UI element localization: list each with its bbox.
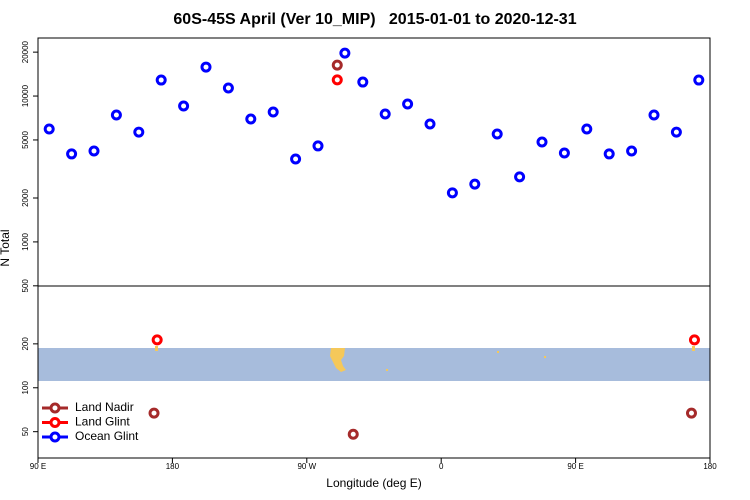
point [402, 98, 414, 110]
plot-frame [37, 37, 711, 459]
point [148, 407, 160, 419]
legend-item: Ocean Glint [42, 429, 139, 443]
point [379, 108, 391, 120]
point [245, 113, 257, 125]
legend-marker [49, 417, 61, 428]
land-shape [330, 348, 346, 372]
point [43, 123, 55, 135]
land-shape [155, 346, 158, 351]
y-tick-label: 200 [21, 337, 30, 351]
point [222, 82, 234, 94]
x-axis-label: Longitude (deg E) [326, 476, 421, 490]
land-shape [544, 356, 546, 358]
land-shape [386, 369, 388, 371]
point [331, 59, 343, 71]
map-band [38, 348, 710, 381]
y-axis-label: N Total [0, 229, 12, 266]
x-tick-label: 180 [703, 462, 717, 471]
point [424, 118, 436, 130]
x-tick-label: 90 W [297, 462, 316, 471]
y-tick-label: 5000 [21, 131, 30, 149]
point [536, 136, 548, 148]
land [155, 346, 695, 372]
point [688, 334, 700, 346]
legend-label: Land Nadir [75, 400, 134, 414]
y-tick-label: 20000 [21, 40, 30, 63]
point [648, 109, 660, 121]
point [469, 178, 481, 190]
legend-marker [49, 431, 61, 443]
y-tick-label: 500 [21, 279, 30, 293]
y-tick-label: 50 [21, 427, 30, 436]
point [133, 126, 145, 138]
point [670, 126, 682, 138]
land-shape [497, 351, 499, 353]
point [693, 74, 705, 86]
chart-title: 60S-45S April (Ver 10_MIP) 2015-01-01 to… [173, 11, 576, 28]
point [603, 148, 615, 160]
point [110, 109, 122, 121]
point [331, 74, 343, 86]
legend-item: Land Nadir [42, 400, 134, 414]
point [155, 74, 167, 86]
x-tick-label: 90 E [30, 462, 46, 471]
x-tick-label: 90 E [567, 462, 583, 471]
point [347, 428, 359, 440]
x-tick-label: 180 [166, 462, 180, 471]
point [151, 334, 163, 346]
y-tick-label: 1000 [21, 232, 30, 250]
point [66, 148, 78, 160]
point [626, 145, 638, 157]
y-tick-label: 10000 [21, 84, 30, 107]
point [581, 123, 593, 135]
point [339, 47, 351, 59]
point [178, 100, 190, 112]
point [514, 171, 526, 183]
x-tick-label: 0 [439, 462, 444, 471]
point [685, 407, 697, 419]
legend-label: Land Glint [75, 415, 130, 429]
point [312, 140, 324, 152]
point [558, 147, 570, 159]
y-tick-label: 100 [21, 381, 30, 395]
point [200, 61, 212, 73]
y-tick-label: 2000 [21, 189, 30, 207]
point [88, 145, 100, 157]
point [446, 187, 458, 199]
point [267, 106, 279, 118]
legend-label: Ocean Glint [75, 429, 139, 443]
point [290, 153, 302, 165]
point [357, 76, 369, 88]
point [491, 128, 503, 140]
legend-item: Land Glint [42, 415, 130, 429]
legend-marker [49, 402, 61, 414]
land-shape [692, 346, 695, 351]
